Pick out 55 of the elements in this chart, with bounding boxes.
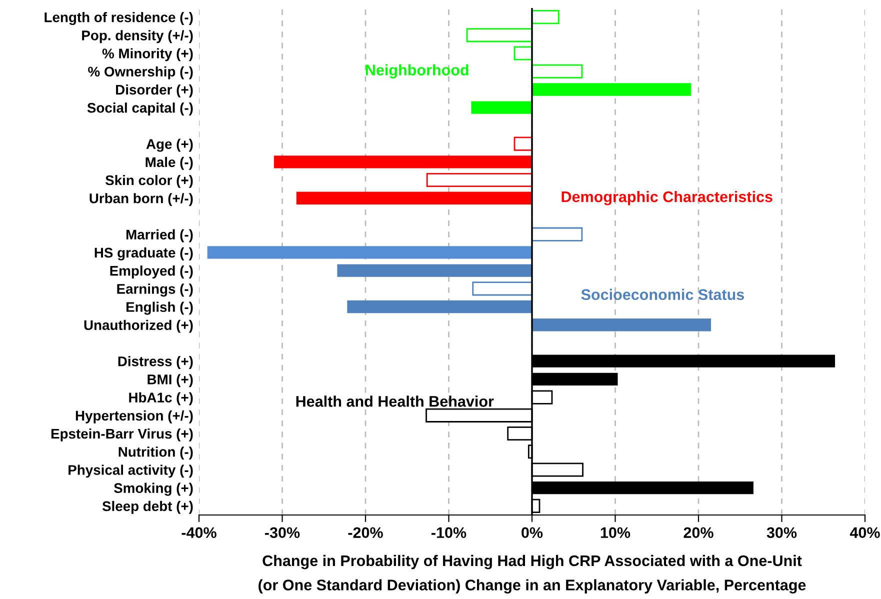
y-tick-label: Male (-): [146, 156, 193, 170]
y-tick-label: Epstein-Barr Virus (+): [51, 428, 193, 442]
y-tick-label: Smoking (+): [114, 482, 193, 496]
x-tick-label: -20%: [348, 527, 383, 538]
y-tick-label: Length of residence (-): [44, 12, 193, 26]
y-tick-label: Sleep debt (+): [102, 500, 193, 514]
bar: [531, 10, 560, 24]
y-tick-label: Age (+): [146, 138, 193, 152]
bar: [274, 156, 532, 168]
y-tick-label: Unauthorized (+): [84, 320, 193, 333]
x-tick-label: 40%: [850, 527, 880, 538]
annotation: Neighborhood: [366, 64, 468, 79]
bar: [532, 318, 711, 332]
bar: [466, 28, 533, 42]
bar: [426, 172, 533, 188]
bar: [296, 192, 532, 204]
x-tick-label: 0%: [522, 527, 543, 538]
y-tick-label: Employed (-): [110, 266, 193, 278]
y-tick-label: Nutrition (-): [118, 446, 193, 460]
y-tick-label: Urban born (+/-): [90, 193, 193, 206]
bar: [471, 101, 532, 114]
bar: [207, 246, 532, 259]
y-tick-label: English (-): [126, 302, 193, 315]
annotation: Demographic Characteristics: [562, 190, 772, 206]
x-tick-label: 10%: [600, 527, 630, 538]
y-tick-label: Pop. density (+/-): [82, 30, 193, 44]
bar: [337, 264, 532, 277]
bar: [514, 46, 533, 60]
y-tick-label: Earnings (-): [117, 284, 193, 297]
x-tick-label: 20%: [684, 527, 714, 538]
x-axis-title: Change in Probability of Having Had High CRP Associated with a One-Unit (or One Standard Deviation) Change in an Explanatory Variable, Percentage: [258, 554, 806, 594]
y-tick-label: Disorder (+): [116, 84, 193, 98]
bar: [532, 83, 692, 96]
bar: [514, 136, 533, 151]
y-tick-label: BMI (+): [148, 374, 193, 388]
bar: [531, 227, 583, 242]
annotation: Health and Health Behavior: [296, 396, 494, 407]
x-tick-label: -30%: [265, 527, 300, 538]
y-tick-label: HS graduate (-): [94, 247, 193, 260]
bar: [347, 300, 532, 314]
y-tick-label: Social capital (-): [87, 102, 193, 116]
bar: [472, 282, 533, 296]
x-tick-label: -40%: [182, 527, 216, 538]
x-tick-label: -10%: [432, 527, 466, 538]
y-tick-label: % Ownership (-): [88, 66, 193, 80]
y-tick-label: Hypertension (+/-): [76, 410, 193, 424]
x-tick-label: 30%: [766, 527, 797, 538]
y-tick-label: Physical activity (-): [68, 464, 193, 478]
bar: [531, 64, 583, 78]
y-tick-label: Skin color (+): [105, 174, 193, 188]
y-tick-label: HbA1c (+): [129, 392, 193, 406]
y-tick-label: Distress (+): [118, 356, 193, 370]
y-tick-label: Married (-): [126, 229, 193, 242]
y-tick-label: % Minority (+): [102, 48, 193, 62]
annotation: Socioeconomic Status: [581, 288, 744, 300]
